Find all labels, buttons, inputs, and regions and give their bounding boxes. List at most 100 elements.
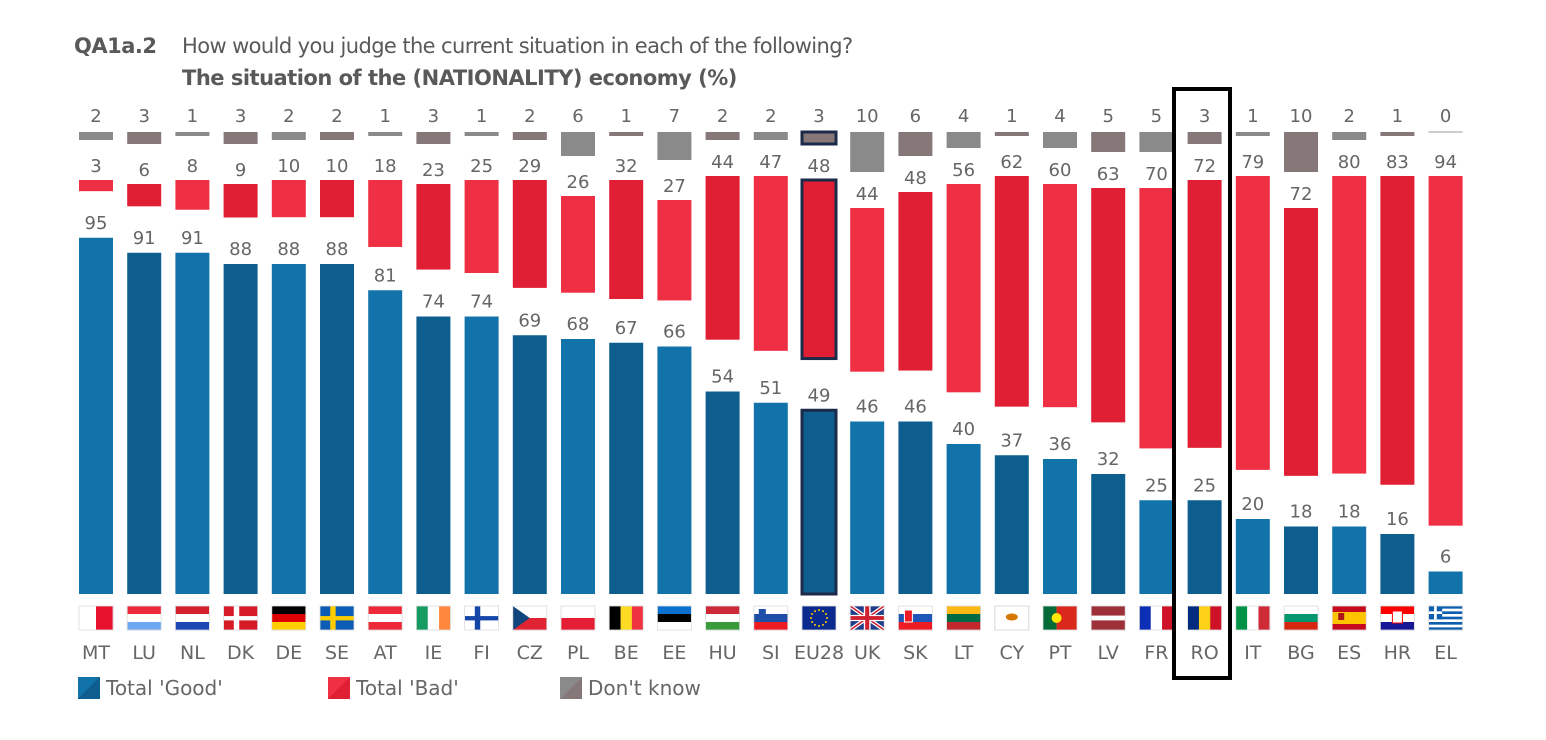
flag-uk-cross (850, 616, 885, 620)
dk-bar-pt (1043, 132, 1077, 148)
country-label-se: SE (325, 642, 349, 664)
good-bar-es (1332, 526, 1367, 594)
good-label-it: 20 (1241, 494, 1264, 515)
dk-label-el: 0 (1440, 106, 1451, 127)
dk-label-cy: 1 (1006, 106, 1017, 127)
flag-el-stripe (1428, 608, 1463, 612)
flag-eu28-star (822, 610, 824, 613)
good-label-ro: 25 (1193, 475, 1216, 496)
bad-label-eu28: 48 (808, 156, 831, 177)
flag-eu28-star (810, 617, 812, 619)
dk-label-dk: 3 (235, 106, 246, 127)
good-label-bg: 18 (1290, 502, 1313, 523)
country-label-nl: NL (180, 642, 205, 664)
flag-nl-stripe (175, 606, 210, 615)
country-label-at: AT (374, 642, 398, 664)
legend-label-good: Total 'Good' (106, 676, 223, 700)
good-label-lv: 32 (1097, 449, 1120, 470)
flag-border-pl (560, 605, 596, 631)
bad-bar-si (753, 176, 788, 351)
dk-bar-ee (657, 132, 692, 160)
good-bar-dk (223, 264, 258, 594)
flag-es-stripe (1332, 606, 1367, 613)
flag-hr-stripe (1380, 622, 1415, 631)
flag-ro-stripe (1198, 606, 1211, 630)
good-label-uk: 46 (856, 397, 879, 418)
chart-title: The situation of the (NATIONALITY) econo… (182, 66, 737, 90)
bad-bar-ie (416, 184, 451, 270)
country-label-sk: SK (903, 642, 928, 664)
question-code: QA1a.2 (74, 34, 157, 58)
bad-label-pt: 60 (1049, 160, 1072, 181)
flag-border-sk (898, 605, 933, 631)
flag-lu-stripe (127, 622, 162, 631)
dk-label-es: 2 (1343, 106, 1354, 127)
flag-be-stripe (609, 606, 621, 630)
bad-bar-bg (1284, 208, 1318, 476)
bad-label-de: 10 (277, 156, 300, 177)
legend-swatch-good (78, 677, 100, 699)
flag-el-stripe (1428, 627, 1463, 631)
flag-lv-stripe (1091, 615, 1126, 621)
country-label-be: BE (614, 642, 639, 664)
flag-es-emblem (1338, 613, 1345, 620)
flag-lv-stripe (1091, 620, 1126, 626)
bad-label-es: 80 (1338, 152, 1361, 173)
flag-eu28-star (824, 613, 827, 615)
flag-lt-stripe (946, 606, 981, 615)
flag-border-hr (1380, 605, 1415, 631)
legend-item-dk: Don't know (560, 676, 701, 700)
dk-bar-hr (1380, 132, 1415, 136)
good-bar-hr (1380, 534, 1415, 594)
bad-label-uk: 44 (856, 184, 879, 205)
flag-cy-island (1005, 613, 1018, 621)
good-label-lu: 91 (133, 228, 156, 249)
bad-bar-ro (1187, 180, 1222, 448)
flag-ro-stripe (1187, 606, 1200, 630)
flag-eu28-star (818, 609, 820, 611)
flag-border-lu (126, 605, 162, 631)
bad-bar-uk (850, 208, 885, 372)
dk-bar-cy (994, 132, 1029, 136)
dk-bar-it (1235, 132, 1270, 136)
flag-border-dk (223, 605, 259, 631)
dk-bar-pl (561, 132, 595, 156)
bad-bar-fr (1139, 188, 1174, 449)
good-bar-pt (1043, 459, 1077, 594)
country-label-fi: FI (473, 642, 490, 664)
flag-si-stripe (753, 614, 788, 623)
flag-sk-stripe (898, 606, 933, 615)
good-bar-it (1235, 519, 1270, 594)
country-label-cz: CZ (517, 642, 543, 664)
legend-item-good: Total 'Good' (78, 676, 223, 700)
flag-hu-stripe (705, 622, 740, 631)
good-bar-nl (175, 252, 210, 594)
flag-eu28-star (814, 610, 816, 613)
good-label-hu: 54 (711, 367, 734, 388)
flag-be-stripe (620, 606, 633, 630)
bad-bar-hu (705, 176, 740, 340)
bad-bar-pt (1043, 184, 1077, 408)
flag-at-stripe (368, 606, 403, 615)
bad-bar-el (1428, 176, 1463, 526)
dk-bar-lv (1091, 132, 1126, 152)
bad-bar-pl (561, 196, 595, 293)
good-bar-at (368, 290, 403, 594)
flag-border-fi (464, 605, 500, 631)
bad-label-ee: 27 (663, 176, 686, 197)
flag-ro-stripe (1210, 606, 1222, 630)
bad-label-bg: 72 (1290, 184, 1313, 205)
flag-dk-cross (223, 616, 258, 621)
flag-lt-stripe (946, 622, 981, 631)
flag-ie-stripe (427, 606, 440, 630)
flag-bg-stripe (1284, 606, 1318, 615)
country-label-dk: DK (227, 642, 255, 664)
flag-border-bg (1283, 605, 1319, 631)
flag-eu28-star (818, 625, 820, 627)
dk-label-at: 1 (379, 106, 390, 127)
flag-se-cross (320, 616, 354, 621)
dk-label-eu28: 3 (813, 106, 824, 127)
dk-label-lt: 4 (958, 106, 969, 127)
good-label-at: 81 (374, 265, 397, 286)
